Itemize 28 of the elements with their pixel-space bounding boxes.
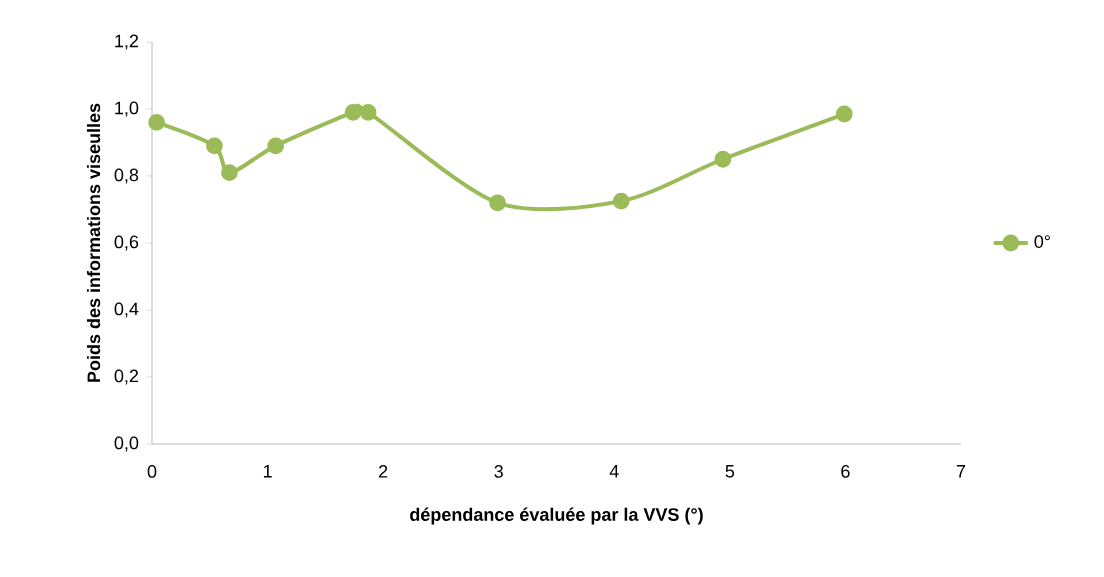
x-tick-label: 4 <box>609 465 619 478</box>
point <box>344 103 362 121</box>
x-tick-label: 7 <box>956 465 966 478</box>
x-tick-label: 3 <box>494 465 503 478</box>
y-tick-label: 0,8 <box>114 168 139 184</box>
y-tick-label: 0,0 <box>114 436 139 452</box>
x-tick-label: 5 <box>725 465 735 478</box>
point <box>206 137 223 155</box>
point <box>267 137 285 155</box>
x-tick-label: 1 <box>263 465 272 478</box>
y-axis-title: Poids des informations viseulles <box>86 103 101 382</box>
x-axis-title: dépendance évaluée par la VVS (°) <box>410 507 703 525</box>
y-tick-label: 1,2 <box>115 34 139 50</box>
y-tick-label: 0,6 <box>114 235 139 251</box>
legend-label: 0° <box>1034 235 1050 248</box>
point <box>612 192 630 210</box>
point <box>714 150 732 168</box>
y-tick-label: 1,0 <box>115 101 139 117</box>
y-tick-label: 0,4 <box>114 302 139 318</box>
point <box>489 194 506 212</box>
x-tick-label: 6 <box>841 465 850 478</box>
x-tick-label: 0 <box>147 465 157 478</box>
x-tick-label: 2 <box>379 465 388 478</box>
y-tick-label: 0,2 <box>114 369 139 385</box>
point <box>359 103 377 121</box>
point <box>221 164 238 182</box>
point <box>148 113 166 131</box>
point <box>835 105 853 123</box>
